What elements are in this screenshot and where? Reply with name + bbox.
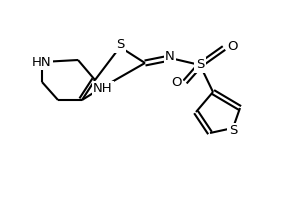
Text: N: N bbox=[165, 49, 175, 62]
Text: O: O bbox=[172, 76, 182, 90]
Text: NH: NH bbox=[93, 82, 113, 96]
Text: HN: HN bbox=[32, 55, 52, 68]
Text: O: O bbox=[227, 40, 238, 53]
Text: S: S bbox=[229, 124, 237, 138]
Text: S: S bbox=[116, 38, 124, 51]
Text: S: S bbox=[196, 58, 204, 72]
